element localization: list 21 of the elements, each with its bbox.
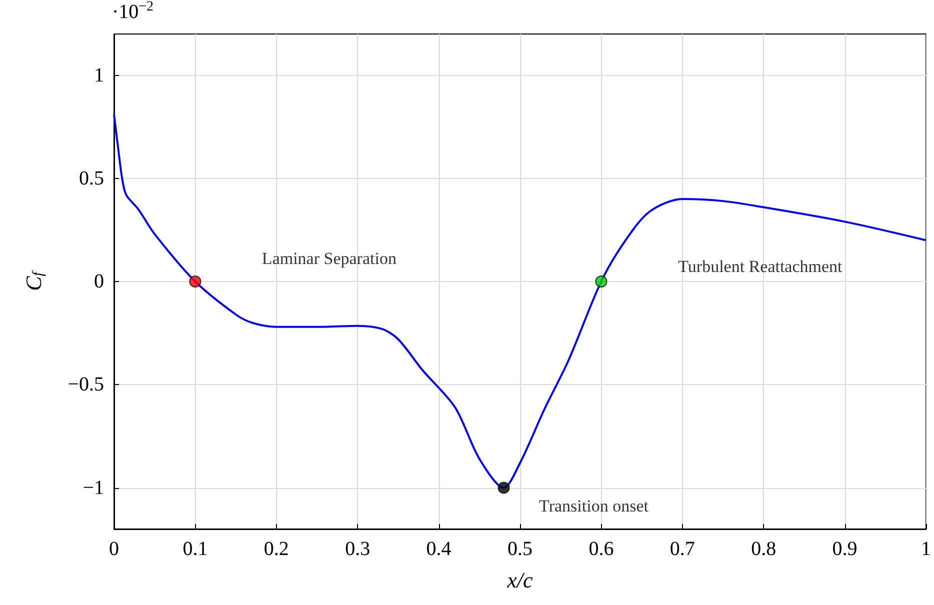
x-tick-label: 0.4	[426, 538, 452, 560]
x-tick-label: 0.6	[588, 538, 614, 560]
y-axis-title: Cf	[21, 270, 46, 291]
x-tick-label: 0.8	[751, 538, 776, 560]
x-tick-label: 0.2	[264, 538, 289, 560]
annotation: Transition onset	[539, 496, 649, 516]
y-tick-label: 0	[94, 270, 104, 292]
x-tick-label: 0.7	[670, 538, 695, 560]
x-tick-label: 0.9	[832, 538, 858, 560]
y-tick-label: −0.5	[68, 374, 104, 396]
x-tick-label: 1	[921, 538, 931, 560]
y-tick-label: 0.5	[79, 167, 104, 190]
x-tick-label: 0	[109, 538, 119, 560]
annotation: Turbulent Reattachment	[678, 257, 843, 276]
x-tick-label: 0.1	[182, 538, 208, 560]
y-tick-label: −1	[82, 476, 104, 499]
y-tick-label: 1	[94, 64, 104, 86]
x-tick-label: 0.3	[345, 538, 370, 560]
x-axis-title: x/c	[506, 568, 534, 592]
annotation: Laminar Separation	[262, 249, 397, 268]
x-tick-label: 0.5	[508, 538, 532, 560]
